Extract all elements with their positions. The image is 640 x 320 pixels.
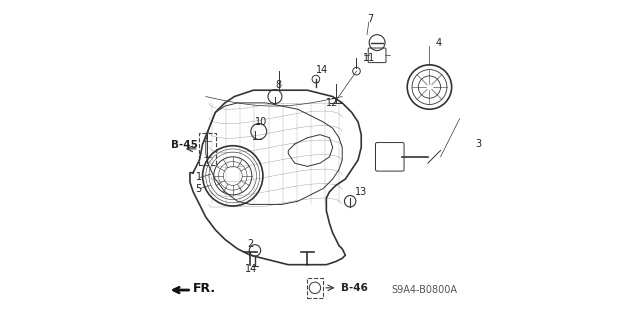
Text: FR.: FR.: [193, 282, 216, 295]
Text: 14: 14: [316, 65, 328, 75]
Text: 11: 11: [363, 53, 375, 63]
Text: 3: 3: [476, 139, 481, 149]
Text: 13: 13: [355, 187, 367, 197]
Text: B-45: B-45: [171, 140, 198, 150]
Text: 10: 10: [255, 117, 268, 127]
Text: S9A4-B0800A: S9A4-B0800A: [392, 285, 458, 295]
Text: 12: 12: [326, 98, 338, 108]
Text: 5: 5: [196, 184, 202, 194]
Text: B-46: B-46: [340, 283, 367, 293]
Text: 4: 4: [436, 38, 442, 48]
Text: 2: 2: [247, 239, 253, 249]
Text: 1: 1: [196, 172, 202, 182]
Bar: [198, 133, 216, 165]
Text: 7: 7: [367, 14, 373, 24]
Bar: [307, 277, 323, 298]
Text: 14: 14: [246, 264, 258, 275]
Text: 8: 8: [275, 80, 281, 91]
